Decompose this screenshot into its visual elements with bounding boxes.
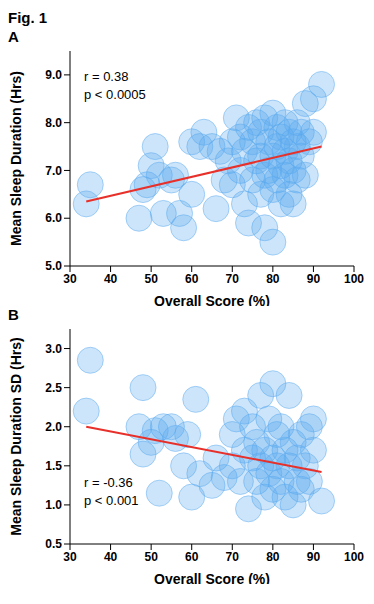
svg-text:40: 40 <box>104 272 118 286</box>
svg-text:5.0: 5.0 <box>45 259 62 273</box>
html-text:A: A <box>8 28 19 45</box>
svg-text:9.0: 9.0 <box>45 68 62 82</box>
svg-text:1.0: 1.0 <box>45 498 62 512</box>
svg-text:100: 100 <box>344 272 364 286</box>
svg-text:Overall Score (%): Overall Score (%) <box>154 293 270 306</box>
html-text:p < 0.0005: p < 0.0005 <box>84 87 146 102</box>
svg-text:70: 70 <box>226 272 240 286</box>
svg-text:30: 30 <box>63 550 77 564</box>
svg-text:60: 60 <box>185 550 199 564</box>
svg-text:3.0: 3.0 <box>45 342 62 356</box>
svg-text:50: 50 <box>144 550 158 564</box>
svg-text:100: 100 <box>344 550 364 564</box>
svg-text:6.0: 6.0 <box>45 211 62 225</box>
svg-text:30: 30 <box>63 272 77 286</box>
html-text:r = 0.38: r = 0.38 <box>84 69 129 84</box>
svg-text:2.5: 2.5 <box>45 381 62 395</box>
html-text:r = -0.36: r = -0.36 <box>84 475 133 490</box>
html-text:p < 0.001: p < 0.001 <box>84 493 139 508</box>
svg-text:Mean Sleep Duration SD (Hrs): Mean Sleep Duration SD (Hrs) <box>8 337 24 535</box>
svg-text:0.5: 0.5 <box>45 537 62 551</box>
svg-text:70: 70 <box>226 550 240 564</box>
html-text:Fig. 1: Fig. 1 <box>8 9 48 26</box>
svg-text:90: 90 <box>307 272 321 286</box>
svg-text:Overall Score (%): Overall Score (%) <box>154 571 270 584</box>
svg-text:40: 40 <box>104 550 118 564</box>
svg-text:1.5: 1.5 <box>45 459 62 473</box>
svg-text:7.0: 7.0 <box>45 164 62 178</box>
svg-text:80: 80 <box>266 550 280 564</box>
svg-text:60: 60 <box>185 272 199 286</box>
html-text:B: B <box>8 306 19 323</box>
svg-text:80: 80 <box>266 272 280 286</box>
svg-text:2.0: 2.0 <box>45 420 62 434</box>
svg-text:Mean Sleep Duration (Hrs): Mean Sleep Duration (Hrs) <box>8 71 24 246</box>
svg-text:8.0: 8.0 <box>45 116 62 130</box>
svg-text:90: 90 <box>307 550 321 564</box>
svg-text:50: 50 <box>144 272 158 286</box>
